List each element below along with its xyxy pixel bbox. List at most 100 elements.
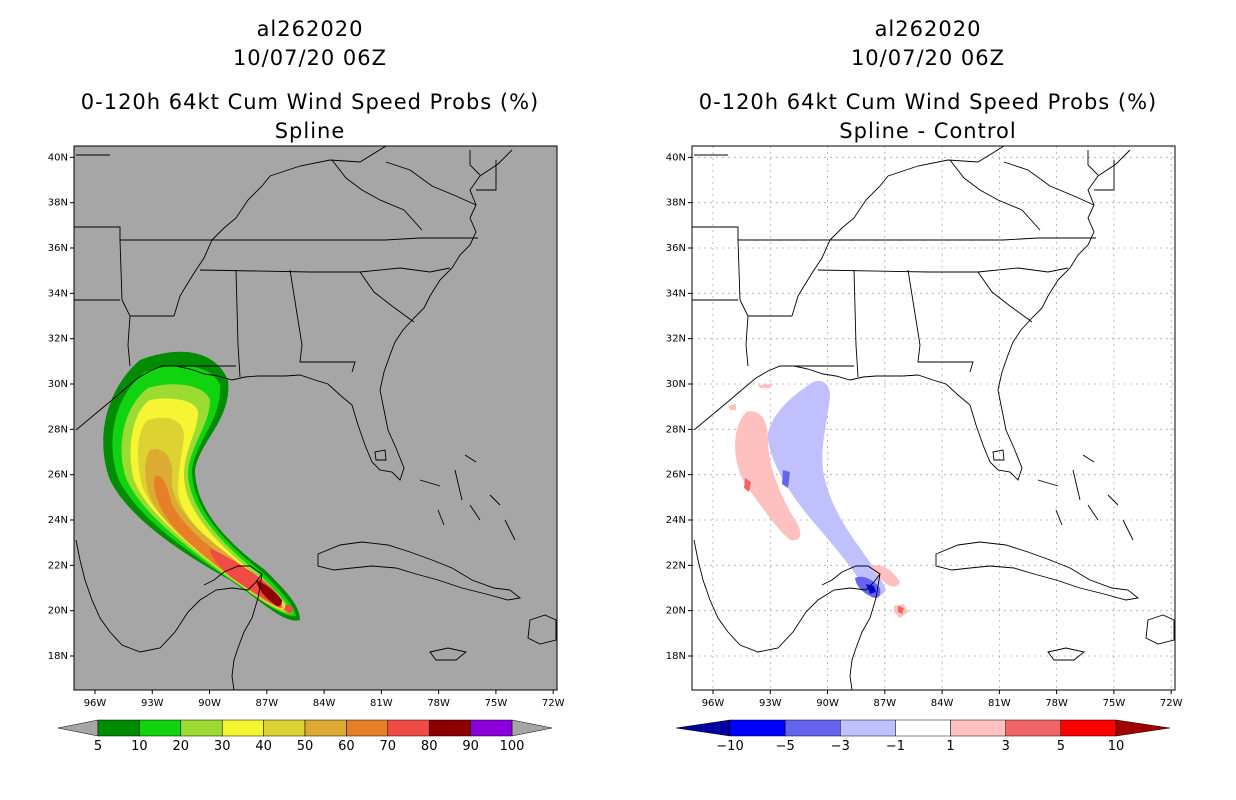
lon-label: 72W [1160,698,1183,709]
lon-label: 84W [313,698,336,709]
lat-label: 36N [666,243,686,254]
colorbar-cell [346,719,389,737]
lat-label: 32N [48,334,68,345]
lat-label: 20N [48,606,68,617]
lat-label: 28N [666,424,686,435]
colorbar-label: 100 [500,739,525,754]
lat-label: 38N [666,198,686,209]
left-title-product: 0-120h 64kt Cum Wind Speed Probs (%) [80,90,540,114]
lat-label: 40N [666,152,686,163]
colorbar-label: 50 [297,739,314,754]
lon-label: 93W [759,698,782,709]
lat-label: 28N [48,424,68,435]
lat-label: 20N [666,606,686,617]
lat-label: 26N [666,470,686,481]
lat-label: 22N [48,560,68,571]
left-title-storm: al262020 [256,17,364,41]
colorbar-label: 40 [255,739,272,754]
colorbar-cell [470,719,513,737]
colorbar-cell [950,719,1006,737]
left-probability-contours [74,146,557,690]
colorbar-cell [428,719,471,737]
lon-label: 75W [485,698,508,709]
lon-label: 87W [874,698,897,709]
colorbar-cell [1060,719,1117,737]
left-title-method: Spline [274,119,346,143]
colorbar-cell [304,719,347,737]
colorbar-high-arrow [511,719,553,737]
lon-label: 96W [84,698,107,709]
lon-label: 93W [141,698,164,709]
right-axes: 40N 38N 36N 34N 32N 30N 28N 26N 24N 22N 20N 18N 96W 9… [666,152,1183,709]
lat-label: 26N [48,470,68,481]
lat-label: 34N [48,288,68,299]
colorbar-label: 60 [338,739,355,754]
colorbar-label: 20 [173,739,190,754]
colorbar-cell [263,719,306,737]
lat-label: 24N [666,515,686,526]
lat-label: 32N [666,334,686,345]
colorbar-high-arrow [1115,719,1171,737]
colorbar-label: −5 [776,739,795,754]
colorbar-label: 3 [1002,739,1010,754]
lat-label: 40N [48,152,68,163]
colorbar-cell [221,719,264,737]
lon-label: 84W [931,698,954,709]
colorbar-cell [97,719,140,737]
colorbar-label: −1 [886,739,905,754]
colorbar-low-arrow [57,719,99,737]
lat-label: 34N [666,288,686,299]
lat-label: 22N [666,560,686,571]
colorbar-label: 90 [462,739,479,754]
left-map: 40N 38N 36N 34N 32N 30N 28N 26N 24N 22N 20N 18N 96W 9… [48,145,565,709]
colorbar-cell [139,719,182,737]
colorbar-cell [1005,719,1062,737]
lon-label: 78W [1045,698,1068,709]
colorbar-label: 80 [421,739,438,754]
colorbar-label: 5 [1057,739,1065,754]
colorbar-cell [784,719,841,737]
lat-label: 30N [666,379,686,390]
colorbar-label: 5 [94,739,102,754]
colorbar-cell [895,719,951,737]
lon-label: 81W [370,698,393,709]
lon-label: 81W [988,698,1011,709]
right-title-date: 10/07/20 06Z [850,46,1006,70]
left-title-date: 10/07/20 06Z [232,46,388,70]
lon-label: 87W [256,698,279,709]
colorbar-label: 10 [131,739,148,754]
colorbar-cell [840,719,896,737]
colorbar-label: 1 [946,739,954,754]
colorbar-label: 70 [380,739,397,754]
colorbar-cell [729,719,786,737]
lat-label: 36N [48,243,68,254]
lon-label: 72W [542,698,565,709]
lat-label: 30N [48,379,68,390]
right-difference-contours [692,146,1175,690]
lon-label: 90W [816,698,839,709]
lon-label: 75W [1103,698,1126,709]
colorbar-label: 30 [214,739,231,754]
colorbar-label: −10 [716,739,743,754]
colorbar-low-arrow [675,719,731,737]
right-gridlines [692,146,1175,690]
lat-label: 18N [48,651,68,662]
colorbar-label: −3 [831,739,850,754]
colorbar-cell [180,719,223,737]
right-colorbar: −10 −5 −3 −1 1 3 5 10 [675,719,1171,754]
left-colorbar: 5 10 20 30 40 50 60 70 80 90 100 [57,719,553,754]
left-axes: 40N 38N 36N 34N 32N 30N 28N 26N 24N 22N 20N 18N 96W 9… [48,152,565,709]
right-title-storm: al262020 [874,17,982,41]
lat-label: 24N [48,515,68,526]
lat-label: 18N [666,651,686,662]
lon-label: 78W [427,698,450,709]
colorbar-label: 10 [1108,739,1125,754]
lon-label: 96W [702,698,725,709]
right-title-method: Spline - Control [839,119,1017,143]
right-title-product: 0-120h 64kt Cum Wind Speed Probs (%) [698,90,1158,114]
lon-label: 90W [198,698,221,709]
right-map: 40N 38N 36N 34N 32N 30N 28N 26N 24N 22N 20N 18N 96W 9… [666,145,1183,709]
lat-label: 38N [48,198,68,209]
colorbar-cell [387,719,430,737]
